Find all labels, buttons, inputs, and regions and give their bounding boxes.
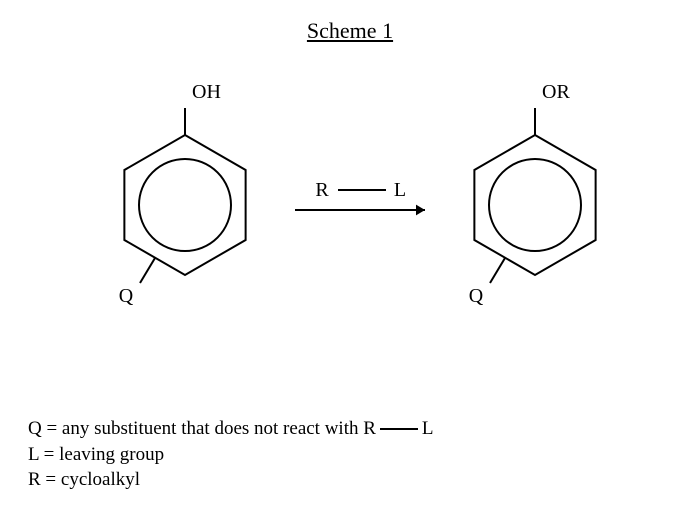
legend-l-line: L = leaving group [28, 442, 434, 468]
legend-l-text: L = leaving group [28, 442, 164, 468]
svg-text:OR: OR [542, 81, 570, 103]
legend-q-prefix: Q = any substituent that does not react … [28, 416, 376, 442]
bond-icon [380, 428, 418, 430]
legend-q-suffix: L [422, 416, 434, 442]
svg-text:L: L [394, 179, 406, 201]
reaction-scheme: OH Q OR Q R L [90, 60, 630, 320]
svg-text:OH: OH [192, 81, 221, 103]
legend-r-text: R = cycloalkyl [28, 467, 140, 493]
svg-text:Q: Q [119, 285, 134, 307]
diagram-canvas: Scheme 1 OH Q OR Q R L Q = any substituent th… [0, 0, 700, 516]
scheme-title: Scheme 1 [0, 18, 700, 44]
svg-text:R: R [315, 179, 329, 201]
svg-text:Q: Q [469, 285, 484, 307]
legend-q-line: Q = any substituent that does not react … [28, 416, 434, 442]
legend-r-line: R = cycloalkyl [28, 467, 434, 493]
legend-block: Q = any substituent that does not react … [28, 416, 434, 493]
scheme-svg: OH Q OR Q R L [90, 60, 630, 320]
